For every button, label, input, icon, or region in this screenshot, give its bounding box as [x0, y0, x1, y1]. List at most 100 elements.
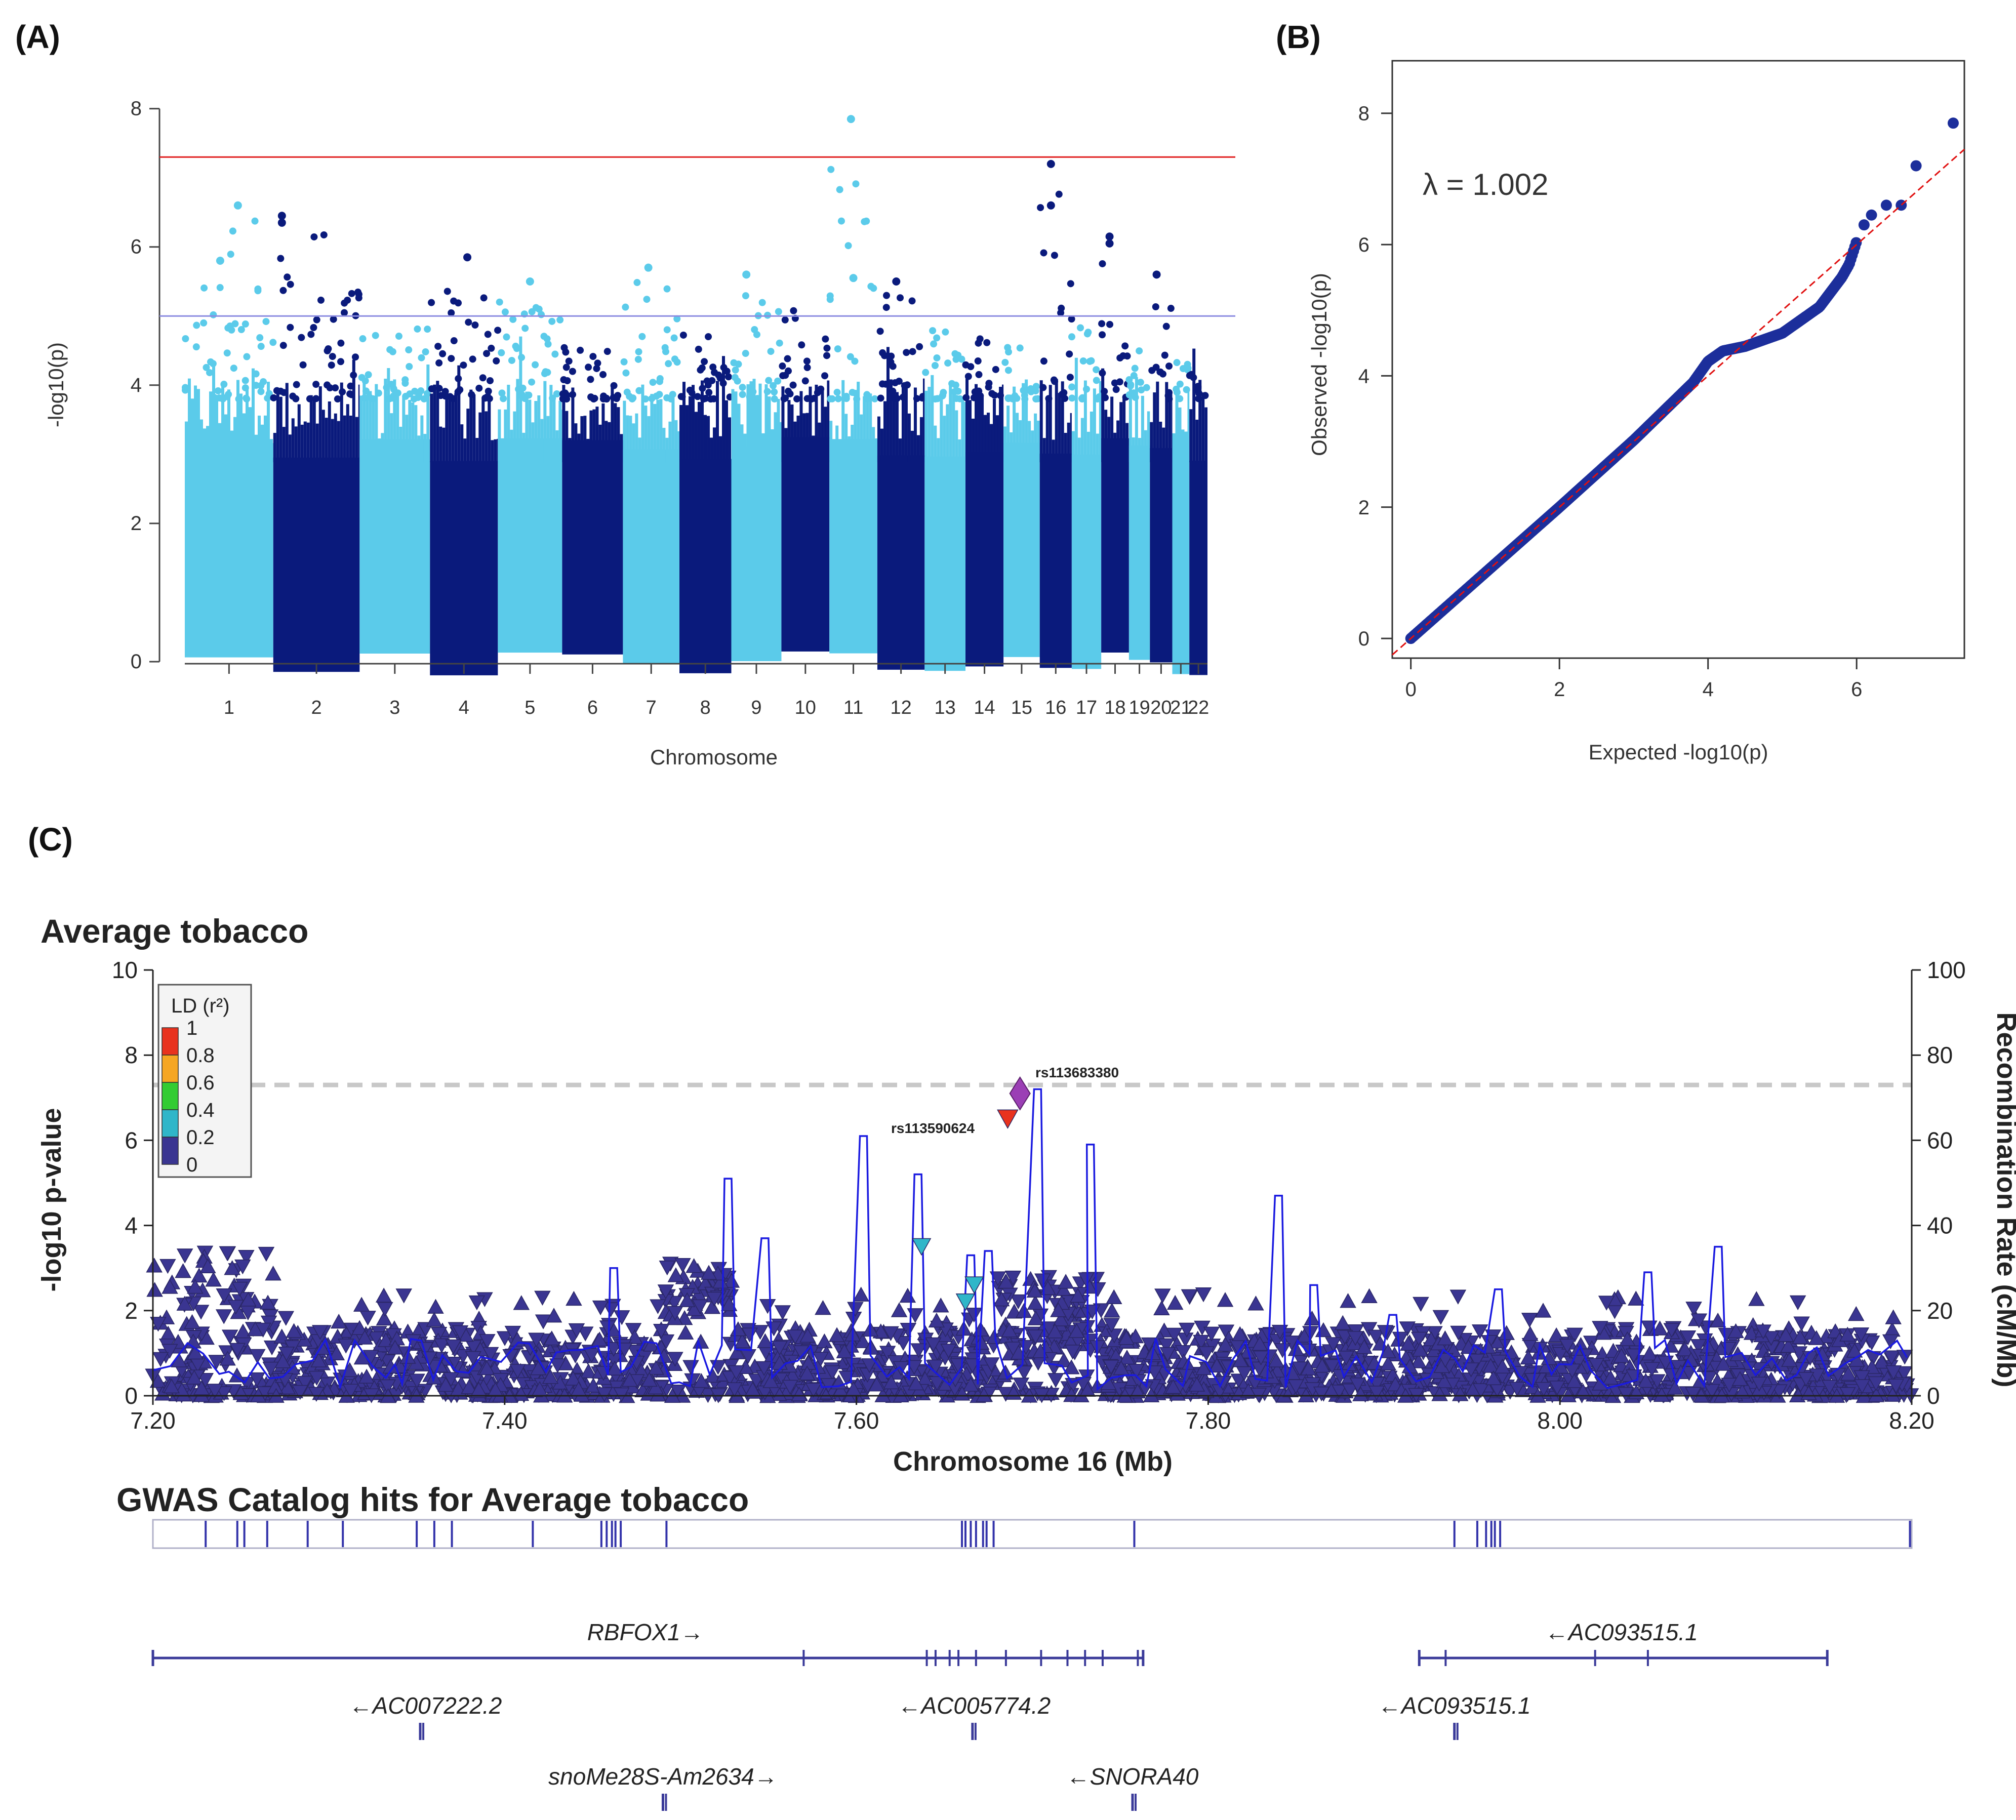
ld-legend-title: LD (r²)	[171, 995, 230, 1017]
manhattan-point	[1176, 395, 1184, 402]
manhattan-fringe	[1061, 381, 1064, 463]
manhattan-point	[465, 318, 472, 326]
regional-snp	[989, 1271, 1006, 1286]
manhattan-fringe	[647, 416, 651, 463]
manhattan-fringe	[710, 437, 713, 463]
manhattan-fringe	[598, 424, 602, 463]
manhattan-fringe	[558, 400, 562, 463]
manhattan-point	[891, 394, 898, 402]
regional-snp	[771, 1341, 788, 1356]
regional-y-tick-label: 10	[112, 957, 138, 983]
manhattan-point	[883, 292, 891, 299]
manhattan-fringe	[1093, 388, 1096, 463]
manhattan-point	[1050, 376, 1058, 384]
manhattan-point	[193, 321, 200, 329]
manhattan-x-tick-label: 21	[1170, 697, 1191, 718]
manhattan-point	[844, 242, 852, 250]
regional-snp	[592, 1300, 609, 1316]
regional-snp	[1236, 1366, 1253, 1382]
regional-snp	[1013, 1378, 1030, 1393]
manhattan-point	[389, 394, 396, 402]
manhattan-fringe	[869, 393, 872, 463]
manhattan-point	[216, 394, 223, 402]
manhattan-fringe	[790, 404, 794, 463]
manhattan-fringe	[528, 399, 532, 463]
qq-plot: 0 2 4 6 0 2 4 6 8 λ = 1.002 Expected -log10(p) O…	[1307, 60, 1965, 764]
manhattan-point	[519, 384, 527, 392]
manhattan-point	[656, 378, 664, 385]
regional-snp	[1535, 1303, 1552, 1318]
manhattan-fringe	[1178, 407, 1182, 463]
manhattan-fringe	[993, 398, 996, 463]
regional-snp	[377, 1302, 393, 1317]
manhattan-point	[648, 395, 656, 402]
manhattan-point	[962, 361, 970, 369]
manhattan-fringe	[674, 420, 678, 463]
manhattan-fringe	[507, 384, 510, 463]
manhattan-fringe	[362, 379, 366, 463]
manhattan-fringe	[641, 384, 644, 463]
manhattan-fringe	[522, 432, 526, 463]
manhattan-point	[767, 348, 775, 355]
manhattan-point	[1077, 324, 1084, 332]
manhattan-point	[704, 381, 712, 389]
regional-snp	[704, 1367, 721, 1383]
manhattan-x-tick-label: 18	[1104, 697, 1125, 718]
manhattan-point	[1051, 252, 1058, 259]
manhattan-point	[216, 284, 224, 292]
manhattan-fringe	[1071, 431, 1075, 463]
panel-label-c: (C)	[28, 821, 73, 858]
manhattan-fringe	[433, 384, 436, 463]
manhattan-fringe	[498, 409, 501, 463]
regional-snp	[1046, 1323, 1064, 1339]
manhattan-point	[424, 326, 431, 333]
manhattan-point	[450, 297, 458, 305]
regional-snp	[1218, 1324, 1235, 1340]
manhattan-point	[742, 292, 749, 300]
regional-x-tick-label: 8.20	[1889, 1407, 1934, 1434]
regional-snp	[925, 1337, 942, 1352]
manhattan-point	[422, 348, 429, 355]
manhattan-point	[1125, 391, 1133, 398]
manhattan-fringe	[604, 421, 608, 463]
manhattan-fringe	[1049, 385, 1052, 463]
ld-legend-swatches: 1 0.8 0.6 0.4 0.2 0	[162, 1017, 215, 1176]
manhattan-fringe	[656, 399, 660, 463]
regional-snp	[667, 1352, 683, 1367]
regional-snp	[1078, 1272, 1095, 1287]
manhattan-fringe	[851, 424, 854, 463]
manhattan-fringe	[1096, 433, 1099, 463]
manhattan-point	[254, 285, 262, 293]
manhattan-point	[694, 393, 701, 400]
regional-snp	[1047, 1373, 1064, 1388]
regional-snp	[1352, 1386, 1369, 1401]
manhattan-point	[569, 368, 576, 375]
manhattan-point	[362, 387, 370, 395]
regional-snp	[1663, 1323, 1680, 1338]
manhattan-fringe	[725, 400, 729, 463]
regional-snp	[1494, 1358, 1511, 1374]
manhattan-x-tick-label: 17	[1076, 697, 1097, 718]
manhattan-fringe	[608, 422, 611, 463]
regional-snp	[1606, 1304, 1623, 1319]
regional-snp	[1852, 1327, 1870, 1343]
manhattan-fringe	[1189, 409, 1193, 463]
manhattan-fringe	[387, 368, 390, 463]
regional-snp	[577, 1326, 594, 1342]
regional-snp	[908, 1375, 924, 1391]
regional-snp	[1063, 1359, 1080, 1374]
manhattan-point	[262, 318, 270, 326]
manhattan-point	[732, 366, 739, 374]
manhattan-point	[823, 344, 831, 352]
manhattan-point	[629, 394, 637, 402]
ld-legend-swatch	[162, 1082, 179, 1110]
manhattan-point	[786, 390, 794, 397]
manhattan-fringe	[984, 415, 987, 463]
manhattan-fringe	[359, 395, 363, 463]
manhattan-fringe	[393, 379, 396, 463]
manhattan-fringe	[969, 400, 972, 463]
manhattan-point	[600, 392, 608, 400]
manhattan-point	[454, 388, 462, 396]
ld-legend-swatch	[162, 1027, 179, 1056]
regional-snp	[1613, 1348, 1630, 1363]
